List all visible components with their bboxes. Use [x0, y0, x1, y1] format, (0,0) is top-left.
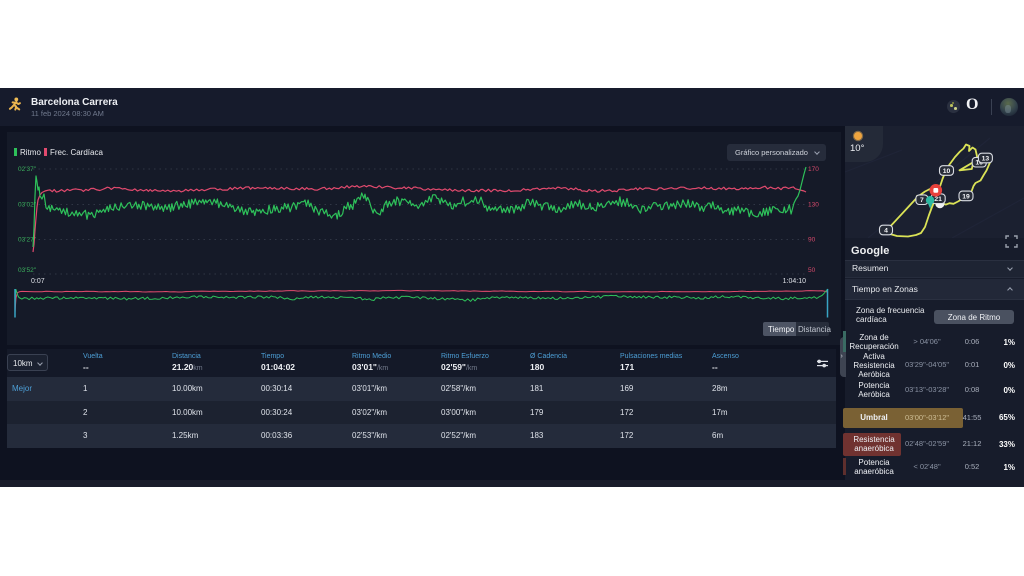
- svg-text:10: 10: [943, 168, 951, 175]
- svg-text:1:04:10: 1:04:10: [783, 278, 806, 285]
- svg-text:0:07: 0:07: [31, 278, 45, 285]
- svg-text:02'37": 02'37": [18, 166, 37, 173]
- svg-text:90: 90: [808, 237, 816, 244]
- svg-text:03'52": 03'52": [18, 267, 37, 274]
- svg-text:03'02": 03'02": [18, 202, 37, 209]
- svg-text:4: 4: [884, 227, 888, 234]
- svg-text:03'27": 03'27": [18, 237, 37, 244]
- svg-text:170: 170: [808, 166, 819, 173]
- svg-text:50: 50: [808, 267, 816, 274]
- svg-text:13: 13: [982, 155, 990, 162]
- svg-text:19: 19: [962, 193, 970, 200]
- svg-text:7: 7: [920, 197, 924, 204]
- svg-text:16: 16: [975, 160, 983, 167]
- svg-text:21: 21: [934, 196, 942, 203]
- svg-text:130: 130: [808, 202, 819, 209]
